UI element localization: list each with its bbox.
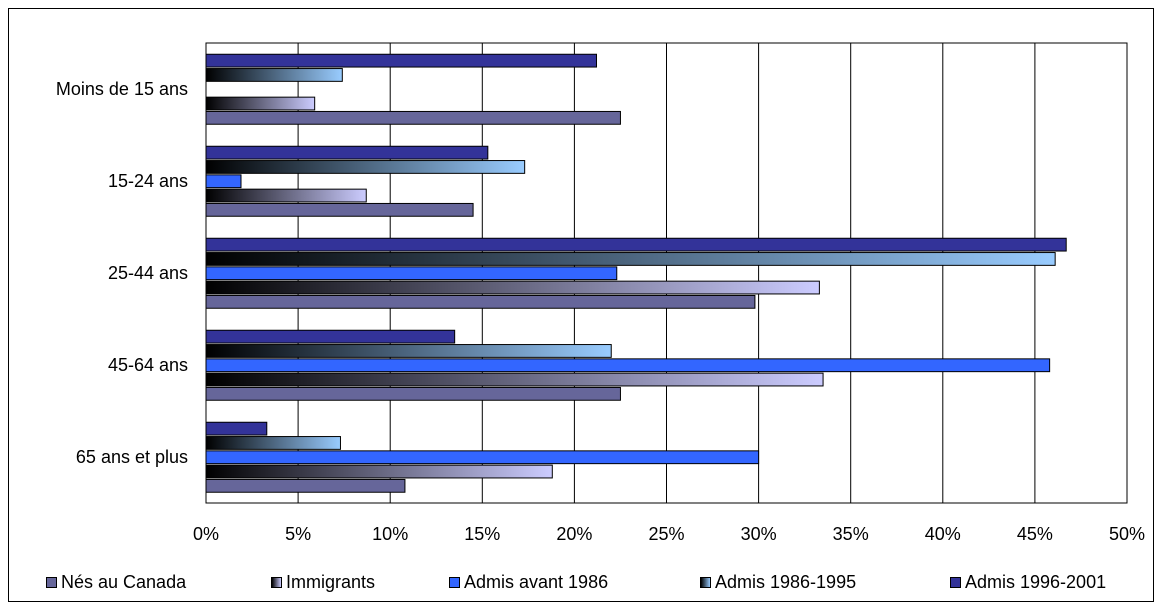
bar: [205, 386, 621, 401]
bar: [205, 294, 756, 309]
bar: [205, 421, 268, 436]
legend-item: Admis 1996-2001: [950, 572, 1106, 593]
legend-item: Admis avant 1986: [449, 572, 608, 593]
x-tick-label: 45%: [1017, 524, 1053, 544]
legend-label: Nés au Canada: [61, 572, 187, 592]
legend-label: Immigrants: [286, 572, 376, 592]
bars: [205, 53, 1067, 493]
legend-swatch: [700, 577, 711, 588]
bar: [205, 110, 621, 125]
category-label: Moins de 15 ans: [56, 79, 188, 99]
category-label: 45-64 ans: [108, 355, 188, 375]
legend-swatch: [46, 577, 57, 588]
bar: [205, 68, 343, 82]
x-tick-label: 10%: [372, 524, 408, 544]
bar: [205, 280, 820, 295]
x-tick-label: 30%: [741, 524, 777, 544]
legend: Nés au Canada Immigrants Admis avant 1986 A…: [0, 572, 1157, 598]
legend-item: Admis 1986-1995: [700, 572, 856, 593]
x-tick-label: 35%: [833, 524, 869, 544]
bar: [205, 96, 316, 111]
tick-labels: 0% 5% 10% 15% 20% 25% 30% 35% 40% 45% 50%: [193, 524, 1145, 544]
legend-item: Immigrants: [271, 572, 375, 593]
bar: [205, 252, 1056, 266]
category-label: 65 ans et plus: [76, 447, 188, 467]
legend-label: Admis 1986-1995: [715, 572, 857, 592]
bar: [205, 358, 1051, 373]
x-tick-label: 20%: [556, 524, 592, 544]
bar: [205, 450, 760, 465]
x-tick-label: 50%: [1109, 524, 1145, 544]
bar: [205, 464, 553, 479]
legend-swatch: [271, 577, 282, 588]
bar: [205, 160, 526, 174]
x-tick-label: 25%: [648, 524, 684, 544]
x-tick-label: 40%: [925, 524, 961, 544]
category-labels: Moins de 15 ans 15-24 ans 25-44 ans 45-64 a…: [56, 79, 188, 467]
legend-swatch: [449, 577, 460, 588]
bar: [205, 202, 474, 217]
legend-swatch: [950, 577, 961, 588]
bar: [205, 344, 612, 358]
bar: [205, 436, 341, 450]
bar: [205, 266, 618, 281]
category-label: 15-24 ans: [108, 171, 188, 191]
x-tick-label: 5%: [285, 524, 311, 544]
bar: [205, 478, 406, 493]
category-label: 25-44 ans: [108, 263, 188, 283]
bar: [205, 145, 489, 160]
x-tick-label: 0%: [193, 524, 219, 544]
bar: [205, 174, 242, 189]
legend-item: Nés au Canada: [46, 572, 186, 593]
bar: [205, 53, 598, 68]
bar: [205, 188, 367, 203]
bar: [205, 237, 1067, 252]
bar: [205, 372, 824, 387]
bar: [205, 329, 456, 344]
x-tick-label: 15%: [464, 524, 500, 544]
legend-label: Admis 1996-2001: [965, 572, 1107, 592]
legend-label: Admis avant 1986: [464, 572, 609, 592]
